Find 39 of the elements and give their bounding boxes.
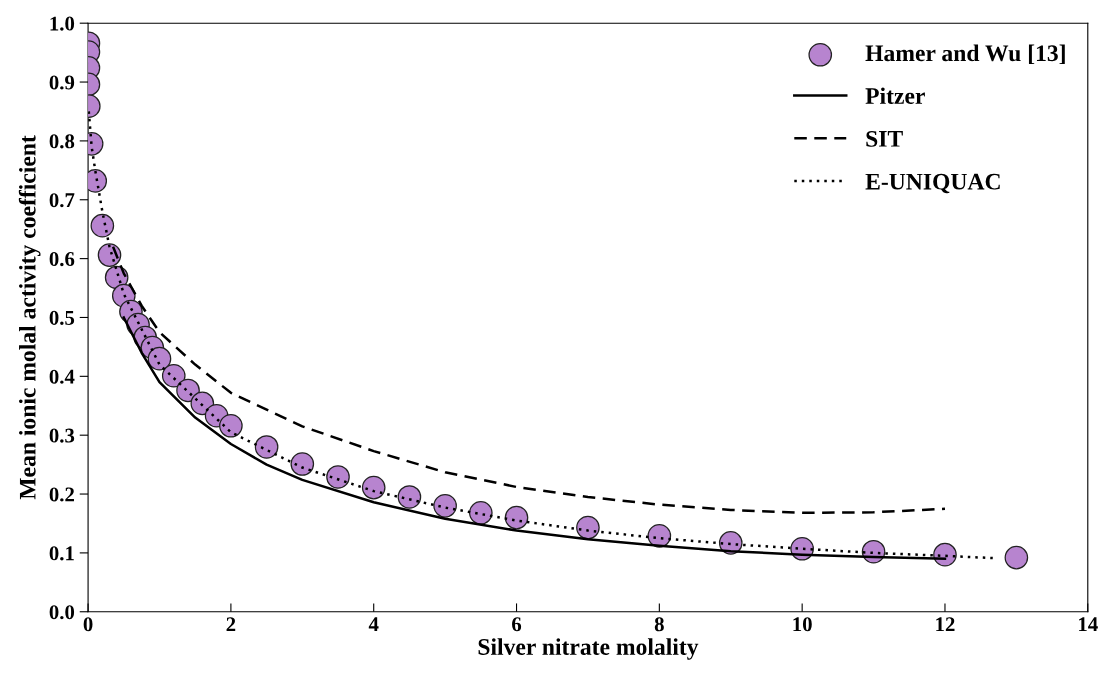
x-tick-label: 2 bbox=[226, 617, 236, 632]
x-tick-label: 10 bbox=[793, 617, 812, 632]
point bbox=[147, 346, 172, 371]
y-tick-label: 1.0 bbox=[50, 16, 75, 31]
point bbox=[161, 363, 186, 388]
point bbox=[504, 505, 529, 530]
y-tick-label: 0.2 bbox=[49, 487, 74, 502]
y-tick-label: 0.4 bbox=[49, 369, 75, 384]
point bbox=[290, 452, 315, 476]
x-tick-label: 0 bbox=[83, 617, 93, 632]
y-tick-label: 0.9 bbox=[49, 75, 75, 90]
point bbox=[361, 475, 386, 500]
y-tick-label: 0.0 bbox=[49, 605, 75, 620]
point bbox=[326, 465, 350, 489]
x-tick-label: 12 bbox=[936, 617, 955, 632]
legend-label: SIT bbox=[866, 130, 903, 147]
legend-label: E-UNIQUAC bbox=[865, 173, 1000, 194]
x-tick-label: 4 bbox=[368, 617, 379, 632]
x-tick-label: 8 bbox=[654, 617, 664, 632]
point bbox=[254, 435, 279, 459]
point bbox=[433, 493, 457, 518]
x-tick-label: 6 bbox=[512, 617, 522, 632]
y-tick-label: 0.8 bbox=[49, 134, 75, 149]
point bbox=[90, 213, 115, 238]
legend-label: Pitzer bbox=[865, 87, 925, 104]
y-tick-label: 0.7 bbox=[49, 193, 75, 208]
y-tick-label: 0.1 bbox=[49, 546, 74, 561]
y-tick-label: 0.3 bbox=[49, 428, 75, 443]
x-axis-title: Silver nitrate molality bbox=[478, 638, 699, 660]
legend-label: Hamer and Wu [13] bbox=[865, 44, 1065, 65]
y-tick-label: 0.6 bbox=[49, 251, 75, 267]
point bbox=[219, 413, 243, 438]
point bbox=[1004, 545, 1029, 570]
point bbox=[397, 485, 422, 509]
y-tick-label: 0.5 bbox=[49, 310, 75, 325]
y-axis-title: Mean ionic molal activity coefficient bbox=[18, 135, 41, 500]
point bbox=[576, 515, 600, 540]
point bbox=[468, 501, 493, 525]
x-tick-label: 14 bbox=[1079, 617, 1098, 632]
